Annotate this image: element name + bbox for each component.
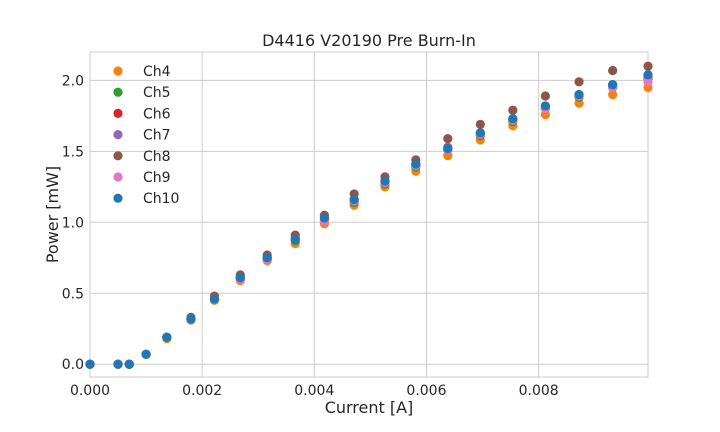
data-point bbox=[124, 359, 134, 369]
grid-lines bbox=[89, 52, 648, 377]
data-point bbox=[540, 101, 550, 111]
data-point bbox=[443, 133, 453, 144]
legend-marker bbox=[113, 172, 123, 182]
plot-frame bbox=[89, 51, 649, 378]
legend-marker bbox=[113, 66, 123, 76]
y-tick-labels: 0.0 0.5 1.0 1.5 2.0 bbox=[62, 73, 84, 373]
data-point bbox=[475, 119, 485, 129]
data-point bbox=[608, 89, 618, 100]
y-tick-label: 2.0 bbox=[62, 73, 84, 89]
legend-label: Ch10 bbox=[143, 191, 179, 207]
legend-item-ch4: Ch4 bbox=[113, 64, 171, 80]
legend-marker bbox=[113, 193, 123, 203]
legend-label: Ch8 bbox=[143, 149, 171, 165]
legend-label: Ch6 bbox=[143, 106, 171, 122]
legend-item-ch7: Ch7 bbox=[113, 128, 171, 144]
data-point bbox=[411, 159, 421, 169]
plot-area bbox=[85, 51, 653, 378]
x-axis-label: Current [A] bbox=[325, 398, 414, 417]
data-point bbox=[85, 359, 95, 369]
legend-item-ch6: Ch6 bbox=[113, 106, 171, 122]
data-point bbox=[443, 143, 453, 154]
data-point bbox=[643, 61, 653, 71]
data-points bbox=[85, 61, 653, 369]
data-point bbox=[186, 314, 196, 324]
x-tick-label: 0.000 bbox=[70, 383, 110, 399]
data-point bbox=[508, 114, 518, 124]
data-point bbox=[141, 349, 151, 359]
legend-marker bbox=[113, 87, 123, 97]
data-point bbox=[290, 234, 300, 244]
x-tick-label: 0.002 bbox=[182, 383, 222, 399]
x-tick-label: 0.008 bbox=[519, 383, 559, 399]
data-point bbox=[574, 89, 584, 100]
data-point bbox=[349, 194, 359, 205]
legend-marker bbox=[113, 130, 123, 140]
data-point bbox=[540, 91, 550, 101]
legend-label: Ch7 bbox=[143, 128, 171, 144]
data-point bbox=[113, 359, 123, 369]
x-tick-label: 0.004 bbox=[294, 383, 334, 399]
data-point bbox=[235, 273, 245, 283]
legend: Ch4 Ch5 Ch6 Ch7 Ch8 Ch9 Ch10 bbox=[113, 64, 179, 207]
data-point bbox=[380, 176, 390, 186]
data-point bbox=[319, 213, 330, 223]
legend-label: Ch4 bbox=[143, 64, 171, 80]
legend-item-ch8: Ch8 bbox=[113, 149, 171, 165]
data-point bbox=[162, 332, 172, 342]
y-tick-label: 1.5 bbox=[62, 144, 84, 160]
series-ch10 bbox=[85, 70, 653, 369]
y-tick-label: 0.0 bbox=[62, 357, 84, 373]
data-point bbox=[574, 77, 584, 87]
x-tick-label: 0.006 bbox=[406, 383, 446, 399]
y-axis-label: Power [mW] bbox=[43, 166, 62, 263]
data-point bbox=[643, 77, 653, 87]
data-point bbox=[608, 80, 618, 90]
data-point bbox=[643, 70, 653, 80]
data-point bbox=[262, 253, 272, 263]
legend-marker bbox=[113, 151, 123, 161]
legend-marker bbox=[113, 108, 123, 118]
data-point bbox=[209, 294, 220, 304]
x-tick-labels: 0.000 0.002 0.004 0.006 0.008 bbox=[70, 383, 559, 399]
legend-label: Ch5 bbox=[143, 85, 171, 101]
legend-item-ch10: Ch10 bbox=[113, 191, 179, 207]
y-tick-label: 0.5 bbox=[62, 286, 84, 302]
data-point bbox=[475, 128, 485, 138]
plot-background bbox=[90, 52, 648, 377]
legend-item-ch9: Ch9 bbox=[113, 170, 171, 186]
legend-label: Ch9 bbox=[143, 170, 171, 186]
data-point bbox=[508, 105, 518, 115]
data-point bbox=[608, 65, 618, 76]
y-tick-label: 1.0 bbox=[62, 215, 84, 231]
legend-item-ch5: Ch5 bbox=[113, 85, 171, 101]
chart-title: D4416 V20190 Pre Burn-In bbox=[262, 31, 476, 50]
